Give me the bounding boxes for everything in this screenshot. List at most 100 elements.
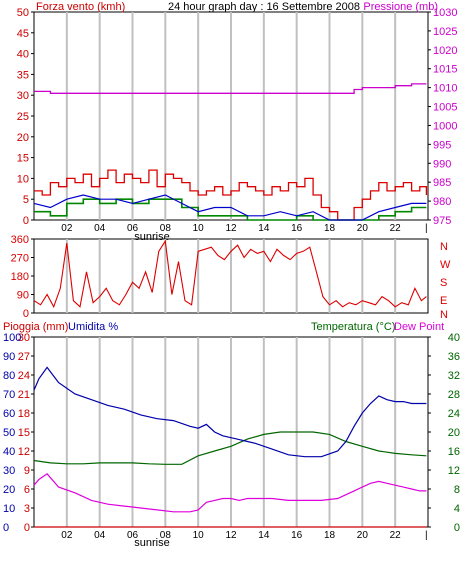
temp-x-tick-label: 02: [61, 530, 73, 541]
rain-axis-label: Pioggia (mm): [3, 321, 68, 333]
wind-x-tick-label: 20: [357, 223, 369, 234]
compass-letter-w: W: [440, 259, 451, 271]
humidity-y-tick-label: 30: [3, 465, 15, 477]
wind-x-tick-label: |: [425, 223, 428, 234]
humidity-y-tick-label: 70: [3, 389, 15, 401]
pressure-y-tick-label: 1020: [433, 45, 457, 57]
wind-y-tick-label: 35: [17, 69, 29, 81]
wind-x-tick-label: 06: [127, 223, 139, 234]
temp-y-tick-label: 0: [454, 522, 460, 534]
pressure-y-tick-label: 1010: [433, 83, 457, 95]
wind-x-tick-label: 14: [258, 223, 270, 234]
pressure-y-tick-label: 1005: [433, 102, 457, 114]
dewpoint-series-line: [33, 472, 427, 513]
direction-y-tick-label: 270: [11, 253, 29, 265]
wind-y-tick-label: 0: [23, 215, 29, 227]
humidity-y-tick-label: 50: [3, 427, 15, 439]
wind-x-tick-label: 18: [324, 223, 336, 234]
pressure-series-line: [34, 83, 427, 94]
compass-letter-n-bottom: N: [440, 309, 448, 321]
direction-y-tick-label: 0: [23, 308, 29, 320]
temp-x-tick-label: 22: [390, 530, 402, 541]
temp-y-tick-label: 32: [448, 370, 460, 382]
pressure-axis-label: Pressione (mb): [363, 1, 438, 13]
wind-axis-label: Forza vento (kmh): [36, 1, 125, 13]
temp-y-tick-label: 36: [448, 351, 460, 363]
pressure-y-tick-label: 990: [433, 158, 451, 170]
pressure-y-tick-label: 1030: [433, 7, 457, 19]
pressure-y-tick-label: 1000: [433, 120, 457, 132]
temperature-axis-label: Temperatura (°C): [311, 321, 395, 333]
pressure-y-tick-label: 980: [433, 196, 451, 208]
rain-y-tick-label: 0: [24, 522, 30, 534]
temp-y-tick-label: 16: [448, 446, 460, 458]
humidity-axis-label: Umidita %: [68, 321, 118, 333]
wind-y-tick-label: 30: [17, 90, 29, 102]
rain-y-tick-label: 21: [18, 389, 30, 401]
direction-y-tick-label: 360: [11, 234, 29, 246]
wind-y-tick-label: 45: [17, 28, 29, 40]
wind-y-tick-label: 40: [17, 49, 29, 61]
rain-y-tick-label: 6: [24, 484, 30, 496]
temp-y-tick-label: 4: [454, 503, 460, 515]
temp-y-tick-label: 12: [448, 465, 460, 477]
pressure-y-tick-label: 985: [433, 177, 451, 189]
humidity-y-tick-label: 20: [3, 484, 15, 496]
pressure-y-tick-label: 975: [433, 215, 451, 227]
humidity-y-tick-label: 100: [3, 332, 21, 344]
direction-y-tick-label: 180: [11, 271, 29, 283]
wind-y-tick-label: 20: [17, 132, 29, 144]
temp-x-tick-label: 20: [357, 530, 369, 541]
pressure-y-tick-label: 1015: [433, 64, 457, 76]
humidity-y-tick-label: 60: [3, 408, 15, 420]
direction-series-line: [33, 239, 427, 309]
temp-x-tick-label: 18: [324, 530, 336, 541]
compass-letter-s: S: [440, 277, 447, 289]
pressure-y-tick-label: 1025: [433, 26, 457, 38]
direction-y-tick-label: 90: [17, 290, 29, 302]
temp-y-tick-label: 20: [448, 427, 460, 439]
wind-y-tick-label: 25: [17, 111, 29, 123]
temp-x-tick-label: 16: [291, 530, 303, 541]
temp-x-tick-label: 12: [225, 530, 237, 541]
rain-y-tick-label: 15: [18, 427, 30, 439]
humidity-y-tick-label: 90: [3, 351, 15, 363]
rain-y-tick-label: 30: [18, 332, 30, 344]
temp-y-tick-label: 24: [448, 408, 460, 420]
wind-x-tick-label: 16: [291, 223, 303, 234]
wind-x-tick-label: 12: [225, 223, 237, 234]
dewpoint-axis-label: Dew Point: [394, 321, 444, 333]
wind-y-tick-label: 10: [17, 173, 29, 185]
temp-x-tick-label: 14: [258, 530, 270, 541]
wind-speed-series-line: [33, 194, 427, 221]
rain-y-tick-label: 27: [18, 351, 30, 363]
temp-x-tick-label: 04: [94, 530, 106, 541]
rain-y-tick-label: 24: [18, 370, 30, 382]
wind-x-tick-label: 10: [193, 223, 205, 234]
sunrise-label-bottom: sunrise: [134, 537, 169, 549]
wind-x-tick-label: 22: [390, 223, 402, 234]
wind-avg-series-line: [34, 198, 427, 221]
temp-x-tick-label: 06: [127, 530, 139, 541]
wind-gust-series-line: [34, 169, 428, 221]
humidity-y-tick-label: 10: [3, 503, 15, 515]
humidity-y-tick-label: 40: [3, 446, 15, 458]
wind-y-tick-label: 5: [23, 194, 29, 206]
compass-letter-n-top: N: [440, 241, 448, 253]
wind-y-tick-label: 50: [17, 7, 29, 19]
temp-x-tick-label: 10: [193, 530, 205, 541]
rain-y-tick-label: 9: [24, 465, 30, 477]
chart-title: 24 hour graph day : 16 Settembre 2008: [168, 1, 360, 13]
wind-x-tick-label: 04: [94, 223, 106, 234]
wind-x-tick-label: 08: [160, 223, 172, 234]
compass-letter-e: E: [440, 295, 447, 307]
humidity-y-tick-label: 0: [3, 522, 9, 534]
humidity-series-line: [33, 366, 427, 458]
wind-y-tick-label: 15: [17, 153, 29, 165]
temp-x-tick-label: 08: [160, 530, 172, 541]
sunrise-label-top: sunrise: [134, 231, 169, 243]
humidity-y-tick-label: 80: [3, 370, 15, 382]
temp-y-tick-label: 40: [448, 332, 460, 344]
